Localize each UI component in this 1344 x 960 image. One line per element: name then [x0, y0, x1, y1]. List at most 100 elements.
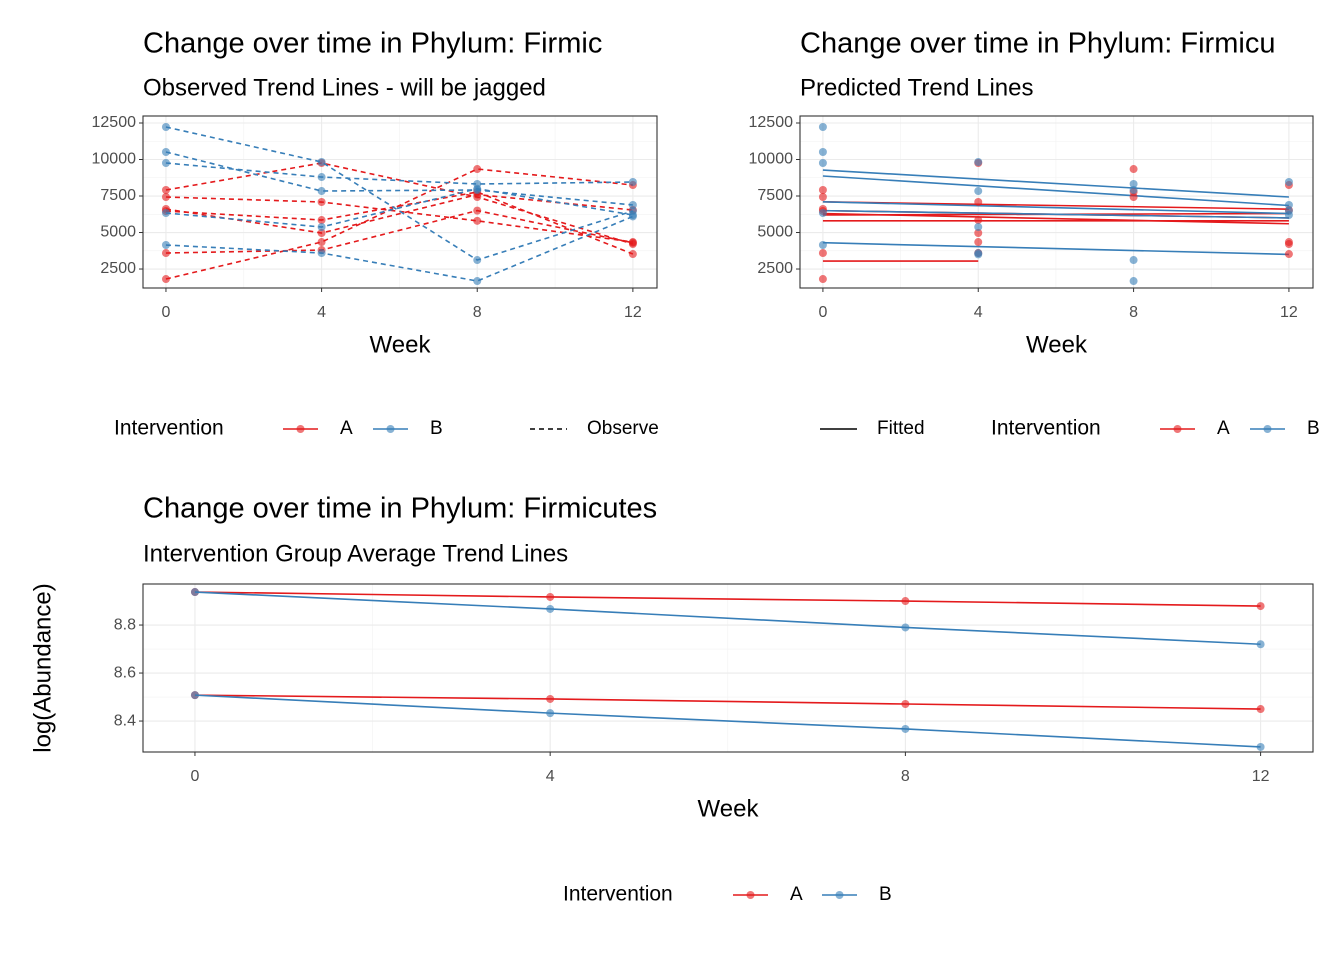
point [161, 209, 170, 218]
y-tick-label: 7500 [757, 187, 793, 204]
chart-title: Change over time in Phylum: Firmicu [800, 28, 1275, 60]
point [161, 249, 170, 258]
point [901, 700, 910, 708]
legend-title: Intervention [114, 417, 224, 440]
legend-key-point [296, 425, 305, 433]
x-tick-label: 8 [473, 304, 482, 321]
y-tick-label: 5000 [757, 224, 793, 241]
point [818, 209, 827, 218]
x-tick-label: 12 [1252, 768, 1270, 785]
chart-subtitle: Intervention Group Average Trend Lines [143, 540, 568, 567]
legend-key-point [835, 891, 844, 899]
x-tick-label: 0 [190, 768, 199, 785]
y-tick-label: 8.4 [114, 712, 136, 729]
point [628, 201, 637, 210]
point [818, 123, 827, 132]
panel-border [799, 115, 1314, 289]
point [974, 158, 983, 167]
point [161, 148, 170, 157]
x-axis-title: Week [370, 331, 432, 358]
point [818, 193, 827, 202]
point [473, 277, 482, 286]
point [473, 216, 482, 225]
point [901, 623, 910, 632]
point [1284, 210, 1293, 219]
trend-line [165, 126, 634, 261]
trend-line [165, 151, 633, 206]
point [628, 178, 637, 187]
point [546, 592, 555, 601]
trend-line [165, 162, 633, 185]
trend-line [194, 591, 1261, 646]
plot-marks [190, 588, 1265, 751]
point [473, 184, 482, 193]
point [317, 187, 326, 196]
x-tick-label: 0 [818, 304, 827, 321]
trend-line [822, 169, 1289, 198]
point [1256, 742, 1265, 751]
trend-line [194, 694, 1261, 748]
point [974, 229, 983, 238]
trend-line [165, 196, 633, 243]
legend-label: A [340, 418, 353, 439]
y-tick-label: 12500 [749, 114, 794, 131]
point [473, 256, 482, 265]
y-tick-label: 7500 [100, 187, 136, 204]
point [901, 597, 910, 606]
legend-title: Intervention [563, 883, 673, 906]
trend-line [822, 175, 1289, 207]
x-axis-title: Week [698, 795, 760, 822]
point [317, 229, 326, 238]
point [628, 212, 637, 221]
point [161, 159, 170, 168]
point [190, 691, 199, 700]
legend-label: B [1307, 418, 1320, 439]
plot-marks [818, 123, 1293, 286]
y-tick-label: 10000 [92, 151, 137, 168]
trend-line [165, 191, 634, 255]
point [818, 186, 827, 195]
point [317, 158, 326, 167]
point [161, 193, 170, 202]
y-tick-label: 5000 [100, 224, 136, 241]
x-tick-label: 4 [317, 304, 326, 321]
point [628, 250, 637, 259]
point [317, 249, 326, 258]
legend-key-point [386, 425, 395, 433]
point [1129, 256, 1138, 265]
x-tick-label: 12 [1280, 304, 1298, 321]
y-tick-label: 2500 [757, 260, 793, 277]
point [901, 724, 910, 733]
point [818, 275, 827, 284]
point [473, 165, 482, 174]
point [974, 223, 983, 232]
point [1256, 602, 1265, 611]
point [1284, 240, 1293, 249]
point [818, 148, 827, 157]
point [1284, 250, 1293, 259]
point [1129, 193, 1138, 202]
point [1129, 165, 1138, 174]
point [1284, 178, 1293, 187]
point [1284, 201, 1293, 210]
y-axis-title: log(Abundance) [29, 583, 56, 752]
point [818, 241, 827, 250]
point [628, 238, 637, 247]
legend-label: A [790, 884, 803, 905]
legend-label: B [430, 418, 443, 439]
chart-subtitle: Observed Trend Lines - will be jagged [143, 74, 546, 101]
y-tick-label: 12500 [92, 114, 137, 131]
trend-line [165, 187, 634, 228]
x-tick-label: 8 [1129, 304, 1138, 321]
x-tick-label: 8 [901, 768, 910, 785]
x-tick-label: 4 [546, 768, 555, 785]
point [974, 250, 983, 259]
point [1129, 186, 1138, 195]
point [161, 241, 170, 250]
y-tick-label: 8.6 [114, 664, 136, 681]
legend-title: Intervention [991, 417, 1101, 440]
point [974, 198, 983, 207]
point [1256, 640, 1265, 649]
trend-line [822, 209, 1289, 219]
